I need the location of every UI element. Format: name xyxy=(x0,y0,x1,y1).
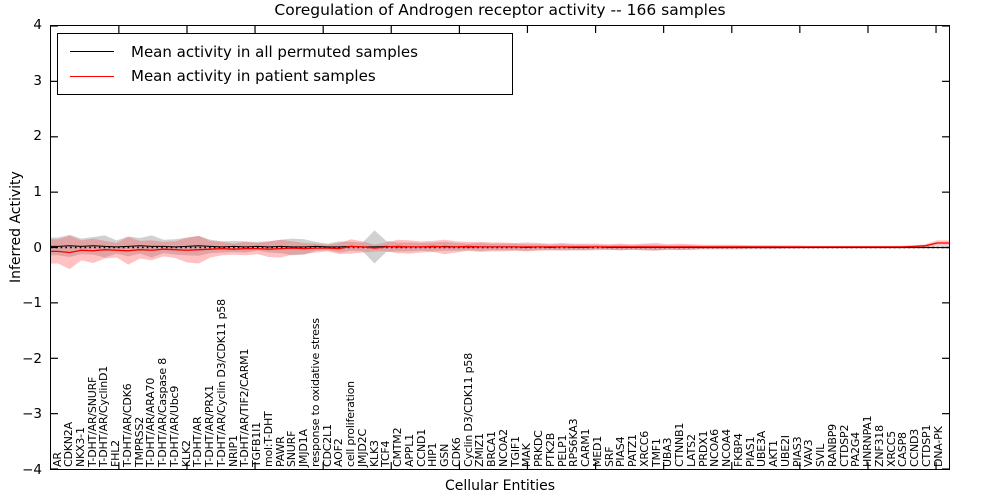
x-category-label: UBE2I xyxy=(778,435,792,467)
x-category-label: GSN xyxy=(438,443,452,467)
plot-area xyxy=(50,25,950,470)
legend-item-permuted: Mean activity in all permuted samples xyxy=(58,43,512,61)
chart-title: Coregulation of Androgen receptor activi… xyxy=(274,1,726,19)
x-category-label: CCND3 xyxy=(908,428,921,467)
x-category-label: BRCA1 xyxy=(485,431,499,467)
patient-band xyxy=(51,235,949,270)
x-category-label: CMTM2 xyxy=(391,427,405,467)
x-category-label: CDK6 xyxy=(449,437,463,467)
y-tick-label: −2 xyxy=(22,350,42,367)
x-category-label: JMJD1A xyxy=(297,429,311,467)
x-category-label: PTK2B xyxy=(543,432,557,467)
permuted-line-sample-icon xyxy=(70,51,114,53)
x-category-label: NCOA4 xyxy=(720,429,734,467)
x-category-label: T-DHT/AR/CDK6 xyxy=(120,383,134,467)
y-tick-label: 0 xyxy=(33,239,42,256)
y-tick-label: −1 xyxy=(22,295,42,312)
x-category-label: LATS2 xyxy=(684,434,698,467)
x-category-label: MED1 xyxy=(590,435,604,467)
x-category-label: HNRNPA1 xyxy=(861,415,875,467)
y-tick-label: 1 xyxy=(33,183,42,200)
y-tick-label: −4 xyxy=(22,462,42,478)
x-category-label: FHL2 xyxy=(109,440,123,467)
x-category-label: T-DHT/AR/Ubc9 xyxy=(167,385,181,467)
x-category-label: ZNF318 xyxy=(872,425,886,467)
x-category-label: CTNNB1 xyxy=(673,422,687,467)
x-category-label: APPL1 xyxy=(402,434,416,467)
x-category-label: PATZ1 xyxy=(626,434,640,467)
x-category-label: CTDSP1 xyxy=(919,424,933,467)
x-category-label: CDKN2A xyxy=(62,422,76,467)
chart-canvas xyxy=(51,26,949,469)
x-category-label: SVIL xyxy=(814,443,828,467)
x-category-label: cell proliferation xyxy=(344,381,358,467)
x-category-label: NCOA2 xyxy=(496,429,510,467)
x-category-label: T-DHT/AR/Caspase 8 xyxy=(156,358,170,467)
x-category-label: T-DHT/AR/Cyclin D3/CDK11 p58 xyxy=(214,299,228,467)
x-category-label: mol:T-DHT xyxy=(261,411,275,467)
x-category-label: RANBP9 xyxy=(825,424,839,467)
legend-item-label: Mean activity in all permuted samples xyxy=(131,42,418,61)
x-category-label: DNA-PK xyxy=(931,426,945,467)
patient-line-sample-icon xyxy=(70,75,114,77)
x-axis-label: Cellular Entities xyxy=(444,478,556,494)
axis-ticks xyxy=(51,26,949,469)
patient-mean-line xyxy=(51,242,949,254)
legend: Mean activity in all permuted samples Me… xyxy=(57,33,513,95)
x-category-label: T-DHT/AR/PRX1 xyxy=(203,385,217,467)
x-category-label: AKT1 xyxy=(767,440,781,467)
x-category-label: PRKDC xyxy=(532,430,546,467)
y-tick-label: 2 xyxy=(33,128,42,145)
y-tick-label: 4 xyxy=(33,17,42,33)
x-category-label: response to oxidative stress xyxy=(308,318,322,467)
y-tick-label: −3 xyxy=(22,406,42,423)
legend-item-patient: Mean activity in patient samples xyxy=(58,67,512,85)
x-category-label: XRCC6 xyxy=(637,431,651,467)
x-category-label: NKX3-1 xyxy=(73,427,87,467)
y-tick-label: 3 xyxy=(33,72,42,89)
x-category-label: TGFB1I1 xyxy=(250,422,264,467)
x-category-label: FKBP4 xyxy=(731,433,745,467)
legend-item-label: Mean activity in patient samples xyxy=(131,67,376,86)
x-category-label: JMJD2C xyxy=(355,429,369,467)
x-category-label: CARM1 xyxy=(579,428,593,467)
